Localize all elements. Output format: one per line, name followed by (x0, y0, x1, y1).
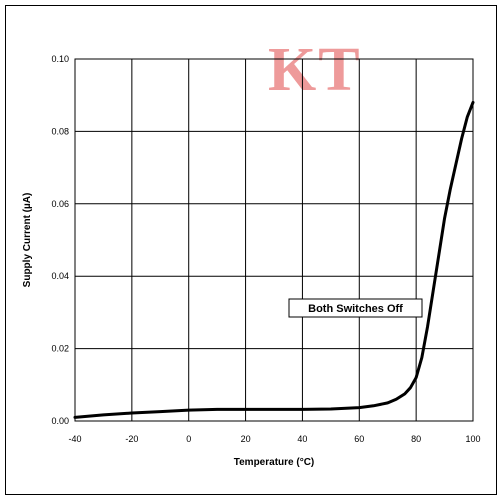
y-tick-label: 0.00 (51, 416, 69, 426)
plot-area (74, 58, 474, 422)
x-tick-label: 100 (465, 434, 480, 444)
y-tick-label: 0.04 (51, 271, 69, 281)
x-tick-label: 20 (241, 434, 251, 444)
x-tick-label: 0 (186, 434, 191, 444)
x-axis-label: Temperature (°C) (234, 457, 315, 468)
series-line (73, 100, 475, 419)
x-tick-label: 40 (297, 434, 307, 444)
x-tick-label: 80 (411, 434, 421, 444)
y-tick-label: 0.10 (51, 54, 69, 64)
annotation-label: Both Switches Off (308, 303, 403, 315)
y-tick-label: 0.06 (51, 199, 69, 209)
grid (74, 58, 474, 422)
annotation-box: Both Switches Off (288, 298, 423, 318)
x-tick-label: 60 (354, 434, 364, 444)
watermark: KT (268, 36, 362, 104)
y-tick-label: 0.02 (51, 344, 69, 354)
x-axis: -40 -20 0 20 40 60 80 100 (68, 434, 480, 444)
y-tick-label: 0.08 (51, 126, 69, 136)
y-axis: 0.00 0.02 0.04 0.06 0.08 0.10 (51, 54, 69, 426)
chart-frame (5, 5, 497, 495)
x-tick-label: -20 (125, 434, 138, 444)
x-tick-label: -40 (68, 434, 81, 444)
y-axis-label: Supply Current (µA) (22, 193, 33, 288)
